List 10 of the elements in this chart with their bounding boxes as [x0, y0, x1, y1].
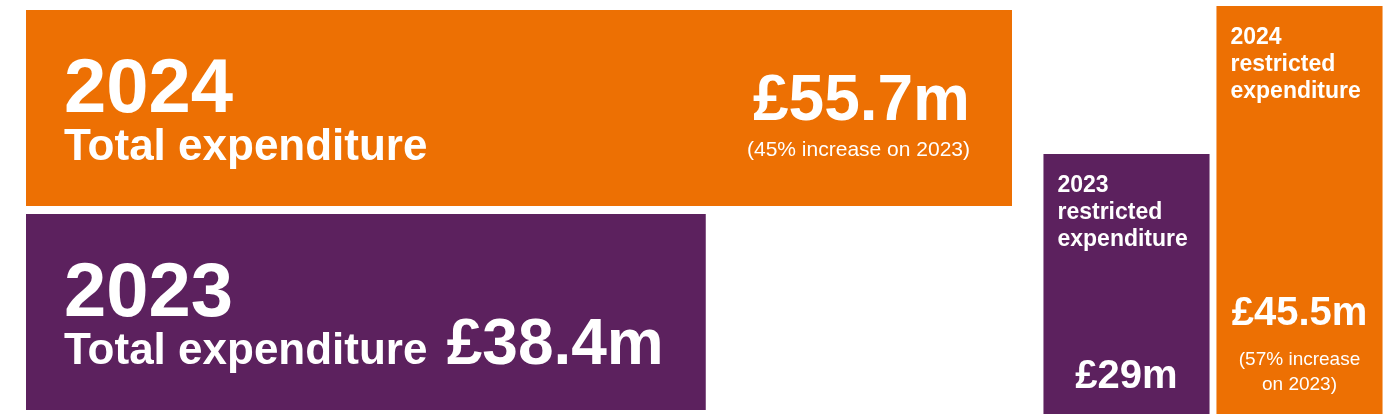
- x-tick-label: 2023 restricted expenditure: [1057, 170, 1188, 251]
- x-tick-label: 2024 restricted expenditure: [1230, 23, 1361, 103]
- data-label: £29m: [1075, 352, 1178, 396]
- annotation: (57% increase on 2023): [1238, 348, 1361, 394]
- y-tick-label: 2024 Total expenditure: [64, 43, 428, 169]
- data-label: £38.4m: [446, 306, 664, 378]
- data-label: £55.7m: [752, 62, 970, 134]
- data-label: £45.5m: [1231, 289, 1368, 333]
- annotation: (45% increase on 2023): [747, 137, 970, 160]
- y-tick-label: 2023 Total expenditure: [64, 247, 428, 373]
